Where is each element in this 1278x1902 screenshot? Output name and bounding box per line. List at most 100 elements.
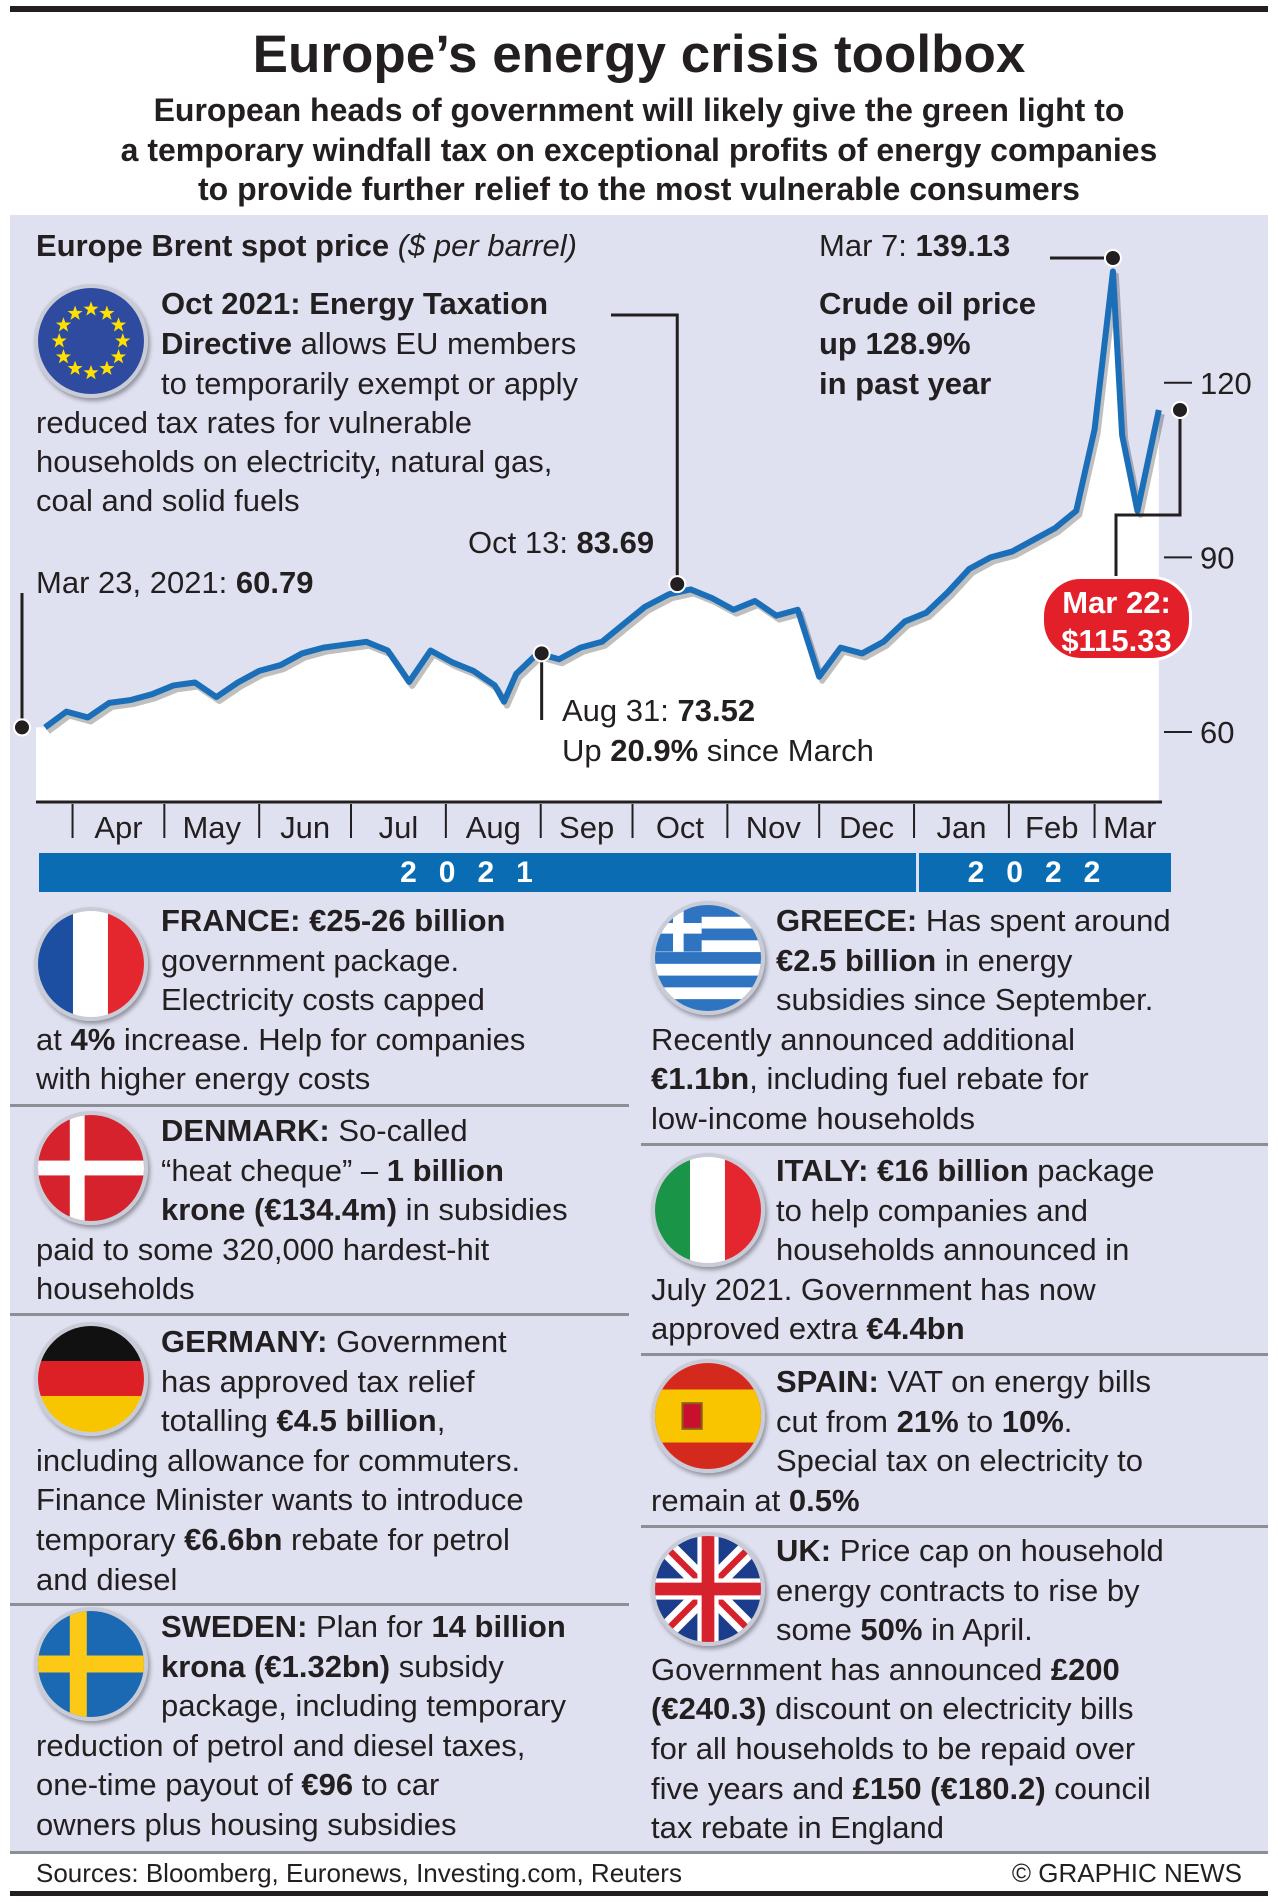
- month-label: May: [182, 810, 242, 845]
- text-segment: temporary: [36, 1522, 185, 1557]
- text-segment: government package.: [161, 942, 460, 978]
- text-segment: .: [1063, 1403, 1073, 1439]
- text-segment: council: [1045, 1770, 1151, 1806]
- text-segment: SPAIN:: [776, 1364, 879, 1399]
- text-segment: Government has announced: [651, 1651, 1051, 1687]
- text-segment: €1.1bn: [651, 1061, 750, 1097]
- star-icon: [83, 364, 99, 380]
- month-label: Apr: [94, 810, 143, 845]
- text-segment: €4.5 billion: [276, 1403, 437, 1439]
- directive-heading: Oct 2021: Energy Taxation: [161, 286, 549, 321]
- text-segment: some: [776, 1612, 861, 1648]
- star-icon: [83, 301, 99, 316]
- text-segment: including allowance for commuters.: [36, 1442, 521, 1478]
- text-segment: one-time payout of: [36, 1767, 302, 1803]
- month-label: Oct: [655, 810, 705, 845]
- text-segment: GREECE:: [776, 903, 918, 938]
- text-segment: low-income households: [651, 1101, 975, 1136]
- text-segment: ITALY: €16 billion: [776, 1153, 1029, 1188]
- greece-text-line: €2.5 billion in energy: [776, 942, 1072, 978]
- text-segment: FRANCE: €25-26 billion: [161, 903, 506, 938]
- start-label: Mar 23, 2021: 60.79: [36, 565, 314, 600]
- text-segment: “heat cheque” –: [161, 1152, 387, 1188]
- denmark-flag-icon: [34, 1111, 148, 1225]
- text-segment: cut from: [776, 1403, 897, 1439]
- denmark-text-line: “heat cheque” – 1 billion: [161, 1152, 504, 1188]
- text-segment: to: [958, 1403, 1002, 1439]
- text-segment: increase. Help for companies: [115, 1021, 526, 1057]
- peak-label: Mar 7: 139.13: [819, 228, 1011, 263]
- month-label: Aug: [465, 810, 521, 845]
- text-segment: energy contracts to rise by: [776, 1572, 1140, 1608]
- page-title: Europe’s energy crisis toolbox: [252, 25, 1026, 84]
- text-segment: 4%: [70, 1021, 116, 1057]
- text-segment: , including fuel rebate for: [749, 1061, 1089, 1097]
- section-divider: [641, 1353, 1268, 1356]
- y-tick-label: 120: [1200, 366, 1252, 401]
- text-segment: Government: [327, 1324, 507, 1359]
- directive-line: reduced tax rates for vulnerable: [36, 405, 472, 440]
- text-segment: €6.6bn: [184, 1522, 283, 1557]
- uk-text-line: five years and £150 (€180.2) council: [651, 1770, 1151, 1806]
- month-label: Sep: [559, 810, 615, 845]
- star-icon: [51, 333, 67, 348]
- text-segment: ,: [436, 1403, 446, 1439]
- uk-text-line: for all households to be repaid over: [651, 1733, 1135, 1765]
- text-segment: Electricity costs capped: [161, 982, 485, 1018]
- denmark-text-line: paid to some 320,000 hardest-hit: [36, 1233, 489, 1266]
- directive-line: households on electricity, natural gas,: [36, 444, 553, 479]
- oct13-connector: [611, 313, 679, 585]
- text-segment: tax rebate in England: [651, 1810, 944, 1846]
- aug31-change: Up 20.9% since March: [562, 733, 874, 768]
- subtitle-line: a temporary windfall tax on exceptional …: [120, 132, 1158, 168]
- denmark-text-line: DENMARK: So-called: [161, 1115, 468, 1147]
- sweden-text-line: reduction of petrol and diesel taxes,: [36, 1727, 526, 1763]
- mar7-dot: [1103, 249, 1122, 267]
- spain-text-line: remain at 0.5%: [651, 1484, 860, 1517]
- text-segment: So-called: [329, 1113, 468, 1148]
- text-segment: subsidy: [390, 1648, 504, 1684]
- text-segment: €2.5 billion: [776, 942, 937, 978]
- text-segment: households: [36, 1271, 195, 1307]
- star-icon: [55, 317, 72, 332]
- month-label: Jan: [936, 810, 987, 845]
- section-divider: [10, 1313, 629, 1316]
- sweden-text-line: SWEDEN: Plan for 14 billion: [161, 1611, 566, 1643]
- directive-line: to temporarily exempt or apply: [161, 366, 578, 401]
- star-icon: [110, 348, 127, 364]
- greece-text-line: GREECE: Has spent around: [776, 905, 1171, 937]
- italy-text-line: to help companies and: [776, 1192, 1088, 1228]
- star-icon: [99, 360, 115, 375]
- text-segment: UK:: [776, 1533, 832, 1568]
- text-segment: Special tax on electricity to: [776, 1443, 1144, 1479]
- text-segment: reduction of petrol and diesel taxes,: [36, 1727, 526, 1763]
- aug31-label: Aug 31: 73.52: [562, 693, 756, 728]
- crude-note: Crude oil price: [819, 286, 1037, 321]
- text-segment: and diesel: [36, 1561, 178, 1597]
- denmark-text-line: households: [36, 1273, 195, 1305]
- chart-title: Europe Brent spot price ($ per barrel): [36, 228, 577, 263]
- sweden-text-line: owners plus housing subsidies: [36, 1809, 456, 1841]
- text-segment: to help companies and: [776, 1192, 1088, 1228]
- text-segment: 21%: [896, 1403, 959, 1439]
- italy-text-line: July 2021. Government has now: [651, 1273, 1096, 1306]
- text-segment: €4.4bn: [866, 1311, 965, 1347]
- italy-flag-icon: [651, 1153, 765, 1267]
- sources: Sources: Bloomberg, Euronews, Investing.…: [36, 1858, 682, 1888]
- italy-text-line: ITALY: €16 billion package: [776, 1155, 1154, 1187]
- section-divider: [641, 1143, 1268, 1146]
- area-fill: [36, 271, 1159, 803]
- text-segment: for all households to be repaid over: [651, 1731, 1136, 1766]
- text-segment: DENMARK:: [161, 1113, 330, 1148]
- section-divider: [10, 1104, 629, 1107]
- uk-text-line: tax rebate in England: [651, 1812, 944, 1844]
- text-segment: at: [36, 1021, 71, 1057]
- greece-flag-icon: [651, 901, 765, 1015]
- content-panel: [10, 215, 1268, 1851]
- text-segment: krone (€134.4m): [161, 1192, 398, 1228]
- credit: © GRAPHIC NEWS: [1011, 1858, 1242, 1888]
- month-label: Jul: [378, 810, 419, 845]
- aug31-dot: [532, 644, 551, 663]
- oct13-dot: [668, 575, 687, 594]
- uk-text-line: some 50% in April.: [776, 1614, 1033, 1646]
